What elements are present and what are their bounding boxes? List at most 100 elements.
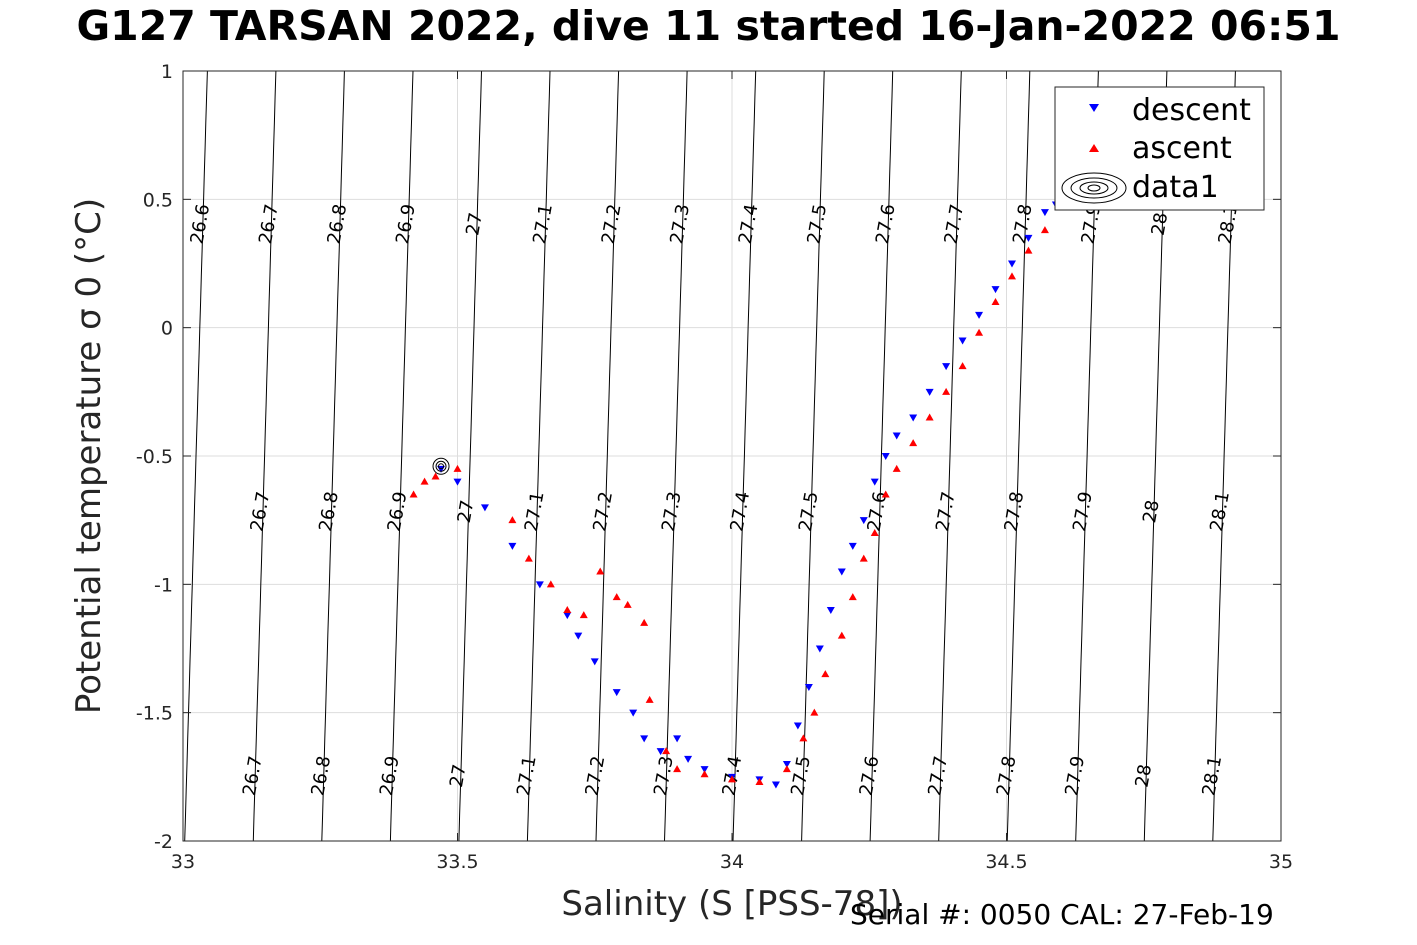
descent-point — [590, 658, 599, 666]
x-tick-label: 35 — [1269, 851, 1293, 873]
descent-point — [870, 478, 879, 486]
ascent-point — [579, 611, 588, 619]
density-contour — [526, 71, 551, 841]
ascent-point — [958, 362, 967, 370]
legend-data1-rings-icon — [1061, 172, 1127, 204]
descent-point — [771, 781, 780, 789]
legend-box — [1054, 86, 1265, 211]
y-tick-label: 0 — [161, 318, 173, 340]
descent-point — [942, 363, 951, 371]
descent-point — [1040, 209, 1049, 217]
y-tick-label: -0.5 — [136, 446, 173, 468]
descent-point — [991, 286, 1000, 294]
density-contour-label: 28 — [1148, 211, 1173, 237]
descent-point — [925, 388, 934, 396]
ascent-point — [1024, 246, 1033, 254]
legend-data1-label: data1 — [1132, 170, 1219, 205]
descent-point — [453, 478, 462, 486]
descent-point — [881, 453, 890, 460]
legend: descent ascent data1 — [1054, 86, 1265, 211]
x-axis-label: Salinity (S [PSS-78]) — [561, 884, 902, 924]
ascent-point — [700, 770, 709, 778]
density-contour — [389, 71, 414, 841]
y-tick-label: 0.5 — [143, 189, 173, 211]
density-contour-label: 28 — [1131, 763, 1156, 789]
legend-descent-label: descent — [1132, 93, 1251, 128]
descent-point — [1007, 260, 1016, 268]
density-contour — [595, 71, 620, 841]
y-tick-label: -1.5 — [136, 703, 173, 725]
descent-point — [975, 311, 984, 319]
density-contour — [252, 71, 277, 841]
descent-point — [684, 755, 693, 763]
ascent-point — [837, 631, 846, 639]
descent-point — [574, 632, 583, 640]
density-contour — [869, 71, 894, 841]
descent-point — [804, 684, 813, 691]
descent-point — [673, 735, 682, 743]
descent-point — [859, 517, 868, 525]
descent-point — [892, 432, 901, 440]
descent-point — [656, 748, 665, 756]
descent-point — [612, 689, 621, 697]
descent-point — [909, 414, 918, 422]
legend-ascent-label: ascent — [1132, 131, 1232, 166]
ascent-point — [673, 765, 682, 773]
serial-cal-note: Serial #: 0050 CAL: 27-Feb-19 — [850, 898, 1274, 931]
descent-point — [629, 709, 638, 717]
ascent-point — [728, 775, 736, 783]
descent-point — [480, 504, 489, 512]
ascent-point — [508, 516, 517, 524]
chart-title: G127 TARSAN 2022, dive 11 started 16-Jan… — [76, 2, 1341, 50]
descent-point — [958, 337, 967, 345]
descent-point — [782, 761, 791, 768]
descent-point — [563, 612, 572, 620]
ascent-point — [612, 593, 621, 601]
y-tick-label: -2 — [154, 831, 173, 853]
ascent-point — [870, 529, 879, 536]
legend-ascent-marker — [1089, 144, 1099, 152]
descent-point — [700, 766, 709, 774]
density-contour — [1006, 71, 1031, 841]
density-contour — [938, 71, 962, 841]
descent-point — [640, 735, 649, 743]
ascent-point — [1040, 226, 1049, 234]
ascent-point — [453, 464, 462, 472]
descent-point — [837, 568, 846, 576]
density-contour — [458, 71, 482, 841]
legend-descent-marker — [1089, 104, 1099, 112]
data1-ring — [432, 457, 450, 475]
ascent-point — [524, 554, 533, 562]
ascent-point — [859, 554, 868, 562]
density-contour — [664, 71, 688, 841]
ascent-point — [420, 477, 429, 485]
ascent-point — [942, 387, 951, 395]
density-contour-label: 27 — [462, 211, 487, 237]
ascent-point — [848, 593, 857, 601]
data1-ring — [438, 463, 445, 470]
y-axis-ticks: -2 -1.5 -1 -0.5 0 0.5 1 — [136, 61, 1281, 853]
ascent-point — [596, 567, 605, 575]
ascent-point — [645, 695, 654, 703]
x-tick-label: 33 — [171, 851, 195, 873]
ascent-point — [799, 734, 808, 742]
ascent-point — [892, 464, 901, 472]
descent-point — [1024, 234, 1033, 242]
ascent-point — [640, 618, 649, 626]
x-axis-ticks: 33 33.5 34 34.5 35 — [171, 71, 1293, 873]
x-tick-label: 33.5 — [436, 851, 478, 873]
descent-point — [508, 542, 517, 550]
descent-point — [815, 645, 824, 653]
descent-point — [826, 607, 835, 614]
ascent-point — [431, 472, 440, 480]
data1-ring — [435, 460, 447, 472]
y-tick-label: 1 — [161, 61, 173, 83]
density-contour-label: 27 — [446, 763, 471, 789]
density-contour — [801, 71, 825, 841]
density-contour — [321, 71, 345, 841]
descent-point — [848, 542, 857, 550]
ascent-point — [881, 490, 890, 498]
data-points — [409, 201, 1060, 789]
density-contour-label: 28 — [1139, 498, 1164, 524]
